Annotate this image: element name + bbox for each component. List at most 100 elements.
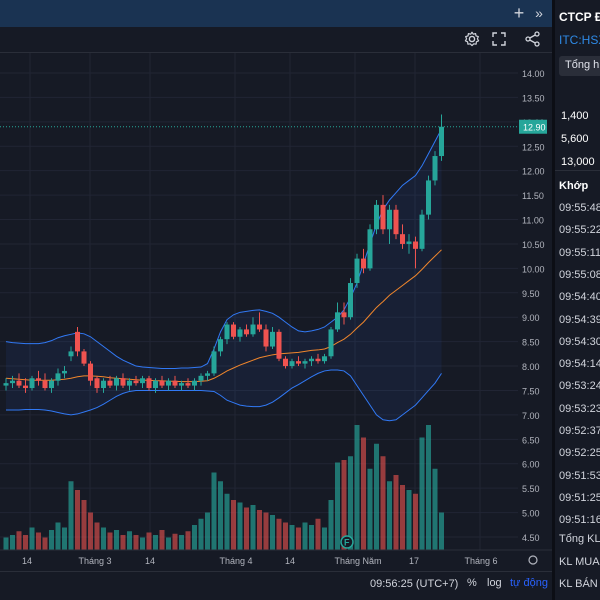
ticker-link[interactable]: ITC:HSX	[559, 33, 600, 47]
candle-body	[387, 209, 392, 230]
volume-bar	[400, 485, 405, 550]
volume-bar	[16, 531, 22, 550]
y-tick-label: 10.00	[522, 264, 545, 274]
match-time: 09:55:08	[559, 268, 600, 281]
match-time: 09:54:39	[559, 313, 600, 326]
candle-body	[276, 331, 282, 359]
candle-body	[127, 380, 132, 386]
sell-volume-label: KL BÁN c	[559, 578, 600, 590]
candle-body	[361, 258, 366, 269]
divider	[555, 170, 600, 171]
candle-body	[29, 378, 35, 389]
double-chevron-right-icon[interactable]: »	[535, 5, 543, 21]
candle-body	[231, 324, 236, 337]
volume-bar	[62, 527, 67, 550]
moving-average	[5, 249, 442, 383]
candle-body	[36, 378, 41, 381]
log-scale-button[interactable]: log	[487, 577, 502, 589]
y-tick-label: 10.50	[522, 240, 545, 250]
gear-icon[interactable]	[463, 30, 481, 48]
top-bar	[0, 0, 552, 27]
volume-bar	[367, 468, 373, 550]
volume-bar	[250, 505, 256, 550]
candle-body	[120, 378, 126, 386]
total-volume-label: Tổng KL k	[559, 533, 600, 545]
candle-body	[296, 361, 301, 364]
y-tick-label: 6.00	[522, 460, 540, 470]
candle-body	[68, 351, 74, 357]
percent-scale-button[interactable]: %	[467, 577, 477, 589]
candle-body	[192, 380, 197, 386]
y-tick-label: 9.00	[522, 313, 540, 323]
candle-body	[302, 361, 308, 364]
y-tick-label: 11.50	[522, 191, 544, 201]
candle-body	[211, 351, 217, 374]
match-time: 09:53:23	[559, 402, 600, 415]
panel-divider[interactable]	[552, 0, 555, 600]
side-value: 13,000	[561, 156, 595, 168]
candle-body	[367, 229, 373, 269]
plus-icon[interactable]: +	[513, 3, 525, 23]
y-tick-label: 7.00	[522, 411, 540, 421]
candle-body	[328, 329, 334, 357]
volume-bar	[166, 537, 171, 550]
candle-body	[42, 380, 48, 389]
volume-bar	[218, 481, 223, 550]
volume-bar	[146, 532, 152, 550]
auto-scale-button[interactable]: tự động	[510, 577, 548, 589]
candle-body	[270, 331, 275, 347]
y-tick-label: 12.00	[522, 167, 545, 177]
volume-bar	[231, 500, 236, 550]
volume-bar	[185, 531, 191, 550]
x-tick-label: 14	[285, 556, 295, 566]
volume-bar	[55, 522, 61, 550]
candle-body	[413, 241, 418, 249]
last-price-label: 12.90	[523, 123, 546, 133]
volume-bar	[23, 535, 28, 550]
candle-body	[75, 331, 80, 352]
volume-bar	[328, 500, 334, 550]
share-icon[interactable]	[524, 30, 542, 48]
candle-body	[62, 370, 67, 374]
candle-body	[114, 378, 119, 386]
y-tick-label: 12.50	[522, 142, 545, 152]
candle-body	[198, 375, 204, 381]
candle-body	[257, 324, 262, 330]
candle-body	[218, 339, 223, 352]
volume-bar	[120, 535, 126, 550]
volume-bar	[101, 527, 106, 550]
chart-background	[0, 53, 518, 550]
candle-body	[10, 380, 15, 384]
candle-body	[101, 380, 106, 389]
match-time: 09:51:16	[559, 514, 600, 527]
match-time: 09:53:24	[559, 380, 600, 393]
candle-body	[348, 283, 353, 318]
match-time: 09:51:25	[559, 491, 600, 504]
clock: 09:56:25 (UTC+7)	[370, 578, 459, 590]
volume-bar	[224, 493, 230, 550]
volume-bar	[302, 522, 308, 550]
volume-bar	[3, 537, 9, 550]
candle-body	[426, 180, 431, 215]
y-tick-label: 11.00	[522, 216, 544, 226]
tab-summary[interactable]: Tổng h	[559, 56, 600, 76]
candle-body	[94, 378, 100, 389]
volume-bar	[68, 481, 74, 550]
candle-body	[283, 358, 288, 367]
volume-bar	[309, 525, 314, 550]
price-chart[interactable]: 14.0013.5013.0012.5012.0011.5011.0010.50…	[0, 53, 552, 566]
x-tick-label: Tháng Năm	[334, 556, 381, 566]
volume-bar	[49, 530, 54, 550]
candle-body	[153, 380, 158, 389]
volume-bar	[172, 533, 178, 550]
candle-body	[81, 351, 87, 364]
candle-body	[146, 378, 152, 389]
x-tick-label: Tháng 4	[219, 556, 252, 566]
y-tick-label: 9.50	[522, 289, 540, 299]
fullscreen-icon[interactable]	[490, 30, 508, 48]
volume-bar	[88, 512, 93, 550]
candle-body	[354, 258, 360, 284]
candle-body	[224, 324, 230, 340]
candlestick-chart[interactable]: 14.0013.5013.0012.5012.0011.5011.0010.50…	[0, 53, 552, 571]
y-tick-label: 6.50	[522, 435, 540, 445]
